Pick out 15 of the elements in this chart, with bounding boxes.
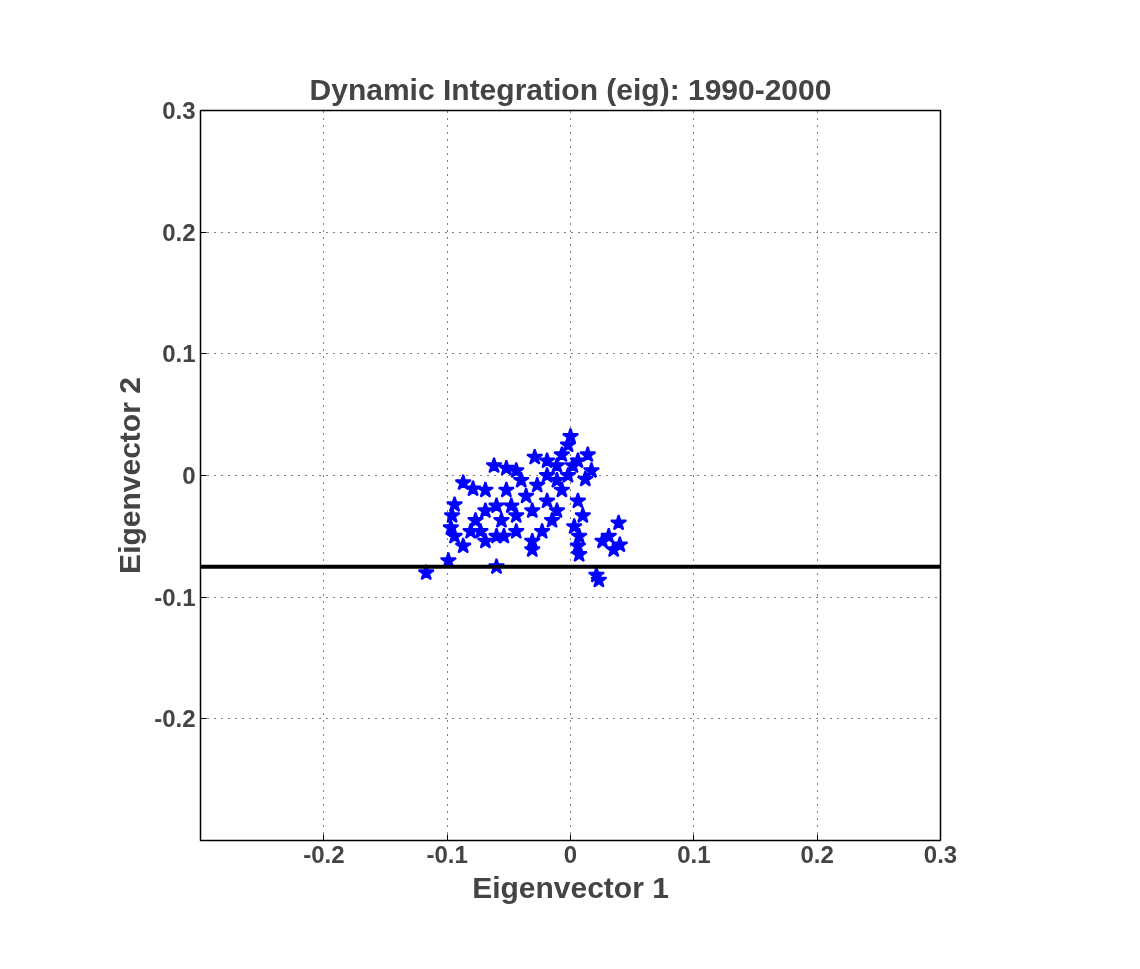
y-tick-label: 0.1 (162, 340, 196, 368)
chart-title: Dynamic Integration (eig): 1990-2000 (309, 72, 832, 106)
y-tick-label: -0.2 (154, 705, 196, 733)
x-tick-label: 0.2 (800, 840, 834, 868)
x-tick-label: -0.1 (426, 840, 468, 868)
x-tick-label: -0.2 (303, 840, 345, 868)
y-axis-title: Eigenvector 2 (113, 377, 147, 574)
x-tick-label: 0.1 (677, 840, 711, 868)
y-tick-label: 0.3 (162, 97, 196, 124)
y-tick-label: 0.2 (162, 218, 196, 246)
x-tick-label: 0.3 (923, 840, 958, 868)
x-tick-label: 0 (563, 840, 578, 868)
y-tick-label: -0.1 (154, 583, 196, 611)
y-tick-label: 0 (182, 462, 196, 489)
x-axis-title: Eigenvector 1 (472, 870, 669, 904)
